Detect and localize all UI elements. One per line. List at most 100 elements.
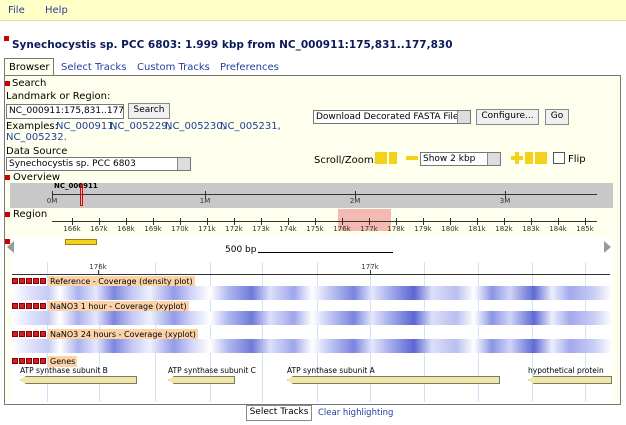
track-icon[interactable]	[19, 358, 25, 364]
track-icon[interactable]	[40, 303, 46, 309]
region-tick	[99, 218, 100, 225]
example-link[interactable]: NC_000911,	[56, 121, 117, 132]
region-tick-label: 173k	[252, 225, 270, 233]
track-icon[interactable]	[19, 278, 25, 284]
track-icon[interactable]	[33, 303, 39, 309]
region-tick-label: 167k	[90, 225, 108, 233]
section-header: Region	[13, 209, 48, 220]
details-tick-label: 177k	[361, 263, 379, 271]
track-icon[interactable]	[19, 303, 25, 309]
grid-line	[262, 262, 263, 402]
landmark-input[interactable]: NC_000911:175,831..177,830	[6, 104, 124, 119]
label: Landmark or Region:	[6, 91, 111, 102]
scroll-left[interactable]	[7, 241, 14, 253]
details-tick-label: 176k	[89, 263, 107, 271]
select-tracks-button[interactable]: Select Tracks	[246, 405, 312, 421]
zoom-select[interactable]: Show 2 kbp	[420, 152, 501, 166]
track-icon[interactable]	[26, 303, 32, 309]
overview-tick	[52, 191, 53, 198]
grid-line	[424, 262, 425, 402]
overview-tick-label: 3M	[499, 197, 511, 205]
details-ruler	[12, 274, 610, 275]
track-label: Genes	[48, 356, 78, 367]
region-tick-label: 181k	[468, 225, 486, 233]
coverage-band	[12, 311, 612, 325]
overview-marker	[80, 184, 83, 206]
region-tick-label: 183k	[522, 225, 540, 233]
menu-help[interactable]: Help	[45, 5, 68, 16]
examples-label: Examples:	[6, 121, 58, 132]
track-icon[interactable]	[26, 278, 32, 284]
region-tick	[585, 218, 586, 225]
example-link[interactable]: NC_005231,	[220, 121, 281, 132]
region-tick-label: 184k	[549, 225, 567, 233]
grid-line	[478, 262, 479, 402]
section-header: Overview	[13, 172, 61, 183]
flip-checkbox[interactable]	[553, 152, 565, 164]
track-label: NaNO3 24 hours - Coverage (xyplot)	[48, 329, 198, 340]
overview-tick	[205, 191, 206, 198]
scroll-right[interactable]	[604, 241, 611, 253]
tab[interactable]: Preferences	[220, 62, 279, 73]
region-tick	[234, 218, 235, 225]
overview-landmark: NC_000911	[54, 182, 98, 190]
region-tick	[396, 218, 397, 225]
download-select[interactable]: Download Decorated FASTA File	[313, 110, 471, 124]
track-icon[interactable]	[33, 358, 39, 364]
tab[interactable]: Browser	[9, 62, 50, 73]
track-icon[interactable]	[40, 278, 46, 284]
region-tick	[315, 218, 316, 225]
tab-active[interactable]	[4, 58, 54, 76]
tab[interactable]: Select Tracks	[61, 62, 127, 73]
track-icon[interactable]	[33, 278, 39, 284]
track-label: Reference - Coverage (density plot)	[48, 276, 195, 287]
example-link[interactable]: NC_005230,	[165, 121, 226, 132]
track-icon[interactable]	[12, 303, 18, 309]
example-link[interactable]: NC_005229,	[110, 121, 171, 132]
region-tick-label: 168k	[117, 225, 135, 233]
page-title: Synechocystis sp. PCC 6803: 1.999 kbp fr…	[12, 39, 453, 51]
configure-button[interactable]: Configure...	[476, 109, 539, 125]
data-source-select[interactable]: Synechocystis sp. PCC 6803	[6, 157, 191, 171]
track-icon[interactable]	[33, 331, 39, 337]
region-tick-label: 170k	[171, 225, 189, 233]
menu-file[interactable]: File	[8, 5, 25, 16]
region-tick-label: 180k	[441, 225, 459, 233]
region-tick	[504, 218, 505, 225]
scroll-zoom-label: Scroll/Zoom:	[314, 155, 377, 166]
track-icon[interactable]	[12, 331, 18, 337]
region-tick	[531, 218, 532, 225]
region-highlight	[338, 209, 391, 231]
go-button[interactable]: Go	[545, 109, 569, 125]
flip-label: Flip	[568, 154, 586, 165]
track-icon[interactable]	[19, 331, 25, 337]
grid-line	[370, 262, 371, 402]
overview-tick-label: 1M	[199, 197, 211, 205]
track-icon[interactable]	[40, 358, 46, 364]
region-tick-label: 179k	[414, 225, 432, 233]
region-tick	[477, 218, 478, 225]
example-link[interactable]: NC_005232.	[6, 132, 67, 143]
gene-arrow[interactable]	[528, 376, 612, 384]
track-icon[interactable]	[12, 358, 18, 364]
grid-line	[585, 262, 586, 402]
gene-arrow[interactable]	[20, 376, 137, 384]
region-tick-label: 175k	[306, 225, 324, 233]
track-icon[interactable]	[26, 358, 32, 364]
zoom-controls[interactable]	[375, 151, 555, 167]
tab[interactable]: Custom Tracks	[137, 62, 210, 73]
region-tick	[369, 218, 370, 225]
details-tick	[370, 270, 371, 275]
region-tick	[423, 218, 424, 225]
overview-tick-label: 2M	[349, 197, 361, 205]
details-tick	[98, 270, 99, 275]
track-icon[interactable]	[40, 331, 46, 337]
track-icon[interactable]	[12, 278, 18, 284]
track-icon[interactable]	[26, 331, 32, 337]
gene-arrow[interactable]	[168, 376, 235, 384]
search-button[interactable]: Search	[128, 103, 170, 119]
grid-line	[210, 262, 211, 402]
gene-arrow[interactable]	[287, 376, 500, 384]
clear-highlighting-link[interactable]: Clear highlighting	[318, 408, 394, 418]
